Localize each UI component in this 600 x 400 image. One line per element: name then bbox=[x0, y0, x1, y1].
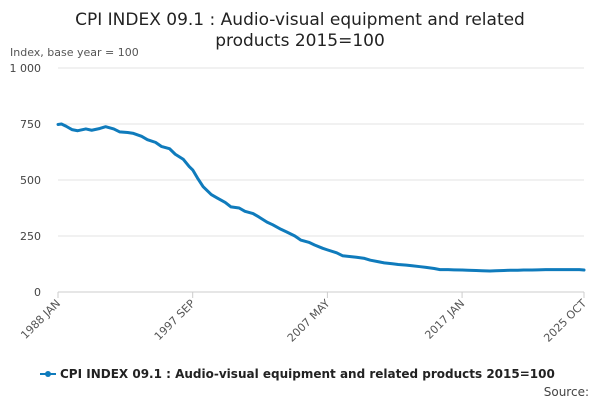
x-tick-label: 2025 OCT bbox=[541, 297, 589, 345]
y-tick-label: 1 000 bbox=[10, 62, 42, 75]
chart-title-line-2: products 2015=100 bbox=[215, 31, 385, 51]
x-tick-label: 1997 SEP bbox=[152, 297, 198, 343]
x-tick-label: 2007 MAY bbox=[285, 297, 333, 345]
y-tick-label: 250 bbox=[20, 230, 41, 243]
chart-title-line-1: CPI INDEX 09.1 : Audio-visual equipment … bbox=[75, 10, 525, 30]
x-tick-label: 1988 JAN bbox=[18, 297, 63, 342]
source-label: Source: bbox=[544, 385, 589, 399]
y-axis-ticks: 0 250 500 750 1 000 bbox=[10, 62, 42, 299]
y-tick-label: 0 bbox=[34, 286, 41, 299]
x-axis-ticks: 1988 JAN 1997 SEP 2007 MAY 2017 JAN 2025 OCT bbox=[18, 292, 589, 345]
series-line bbox=[56, 122, 586, 273]
legend-swatch-marker bbox=[45, 371, 51, 377]
chart-title: CPI INDEX 09.1 : Audio-visual equipment … bbox=[75, 10, 525, 51]
x-tick-label: 2017 JAN bbox=[422, 297, 467, 342]
legend[interactable]: CPI INDEX 09.1 : Audio-visual equipment … bbox=[40, 367, 555, 381]
y-tick-label: 750 bbox=[20, 118, 41, 131]
y-axis-label: Index, base year = 100 bbox=[10, 46, 139, 59]
grid-lines bbox=[58, 67, 584, 237]
legend-label: CPI INDEX 09.1 : Audio-visual equipment … bbox=[60, 367, 555, 381]
y-tick-label: 500 bbox=[20, 174, 41, 187]
